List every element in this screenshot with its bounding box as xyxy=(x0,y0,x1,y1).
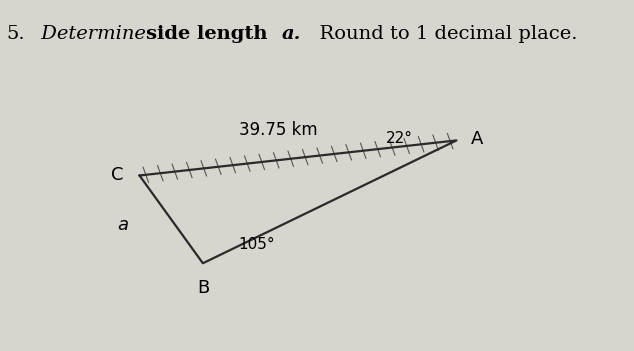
Text: B: B xyxy=(197,279,209,297)
Text: 22°: 22° xyxy=(385,131,413,146)
Text: Round to 1 decimal place.: Round to 1 decimal place. xyxy=(307,25,578,42)
Text: 39.75 km: 39.75 km xyxy=(239,121,318,139)
Text: C: C xyxy=(111,166,124,185)
Text: 5.: 5. xyxy=(6,25,25,42)
Text: 105°: 105° xyxy=(238,237,275,252)
Text: side length: side length xyxy=(146,25,274,42)
Text: a.: a. xyxy=(282,25,302,42)
Text: a: a xyxy=(118,216,129,233)
Text: A: A xyxy=(470,130,483,148)
Text: Determine: Determine xyxy=(35,25,152,42)
